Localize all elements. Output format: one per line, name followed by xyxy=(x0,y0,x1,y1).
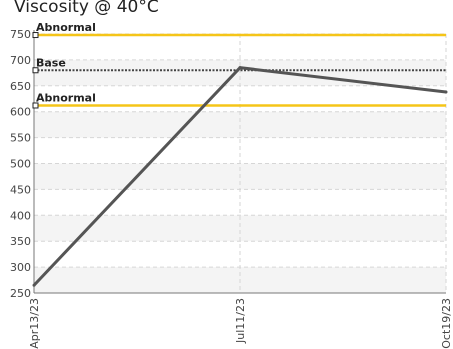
x-tick-label: Apr13/23 xyxy=(28,298,41,349)
chart-title: Viscosity @ 40°C xyxy=(14,0,159,17)
y-tick-label: 500 xyxy=(10,158,31,171)
x-tick-label: Jul11/23 xyxy=(234,298,247,344)
y-tick-label: 300 xyxy=(10,261,31,274)
data-point xyxy=(444,90,448,94)
y-tick-label: 550 xyxy=(10,132,31,145)
reference-marker xyxy=(32,32,39,39)
y-tick-label: 250 xyxy=(10,287,31,300)
data-point xyxy=(32,283,36,287)
reference-label: Abnormal xyxy=(36,91,96,104)
y-tick-label: 400 xyxy=(10,209,31,222)
data-point xyxy=(238,66,242,70)
y-tick-label: 750 xyxy=(10,28,31,41)
reference-label: Base xyxy=(36,56,66,69)
reference-marker xyxy=(32,102,39,109)
y-tick-label: 350 xyxy=(10,235,31,248)
y-tick-label: 600 xyxy=(10,106,31,119)
reference-label: Abnormal xyxy=(36,21,96,34)
y-tick-label: 700 xyxy=(10,54,31,67)
reference-marker xyxy=(32,67,39,74)
x-tick-label: Oct19/23 xyxy=(440,298,453,349)
y-tick-label: 450 xyxy=(10,183,31,196)
y-tick-label: 650 xyxy=(10,80,31,93)
